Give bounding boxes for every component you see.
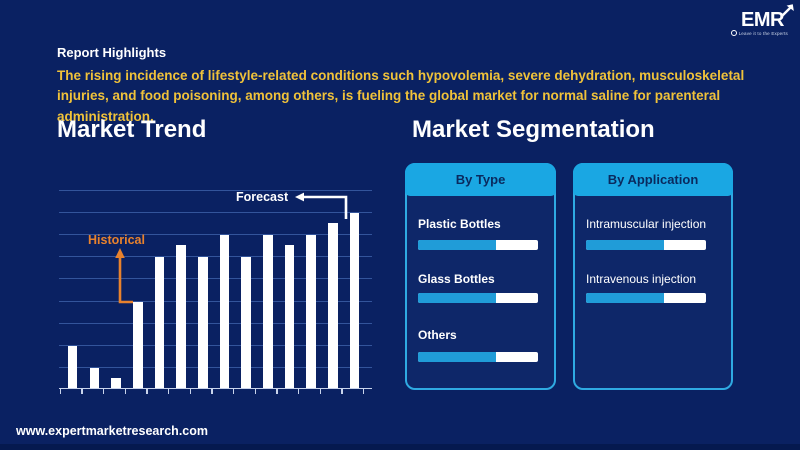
forecast-arrow-icon — [295, 192, 348, 219]
axis-tick — [146, 388, 148, 394]
segment-progress-fill — [418, 240, 496, 250]
axis-tick — [362, 388, 365, 394]
logo-text: EMR — [741, 9, 784, 31]
axis-tick — [232, 388, 235, 394]
trend-chart — [59, 190, 372, 394]
segment-progress-fill — [418, 352, 496, 362]
axis-tick — [211, 388, 213, 394]
trend-bar — [349, 212, 360, 388]
segment-progress-bar — [418, 352, 538, 362]
gridline — [59, 212, 372, 214]
gridline — [59, 344, 372, 346]
gridline — [59, 366, 372, 368]
footer-strip — [0, 444, 800, 450]
report-highlights-body: The rising incidence of lifestyle-relate… — [57, 68, 745, 124]
segment-label: Glass Bottles — [418, 272, 495, 286]
historical-arrow-icon — [115, 248, 133, 304]
axis-tick — [189, 388, 191, 394]
segment-progress-bar — [418, 240, 538, 250]
by-type-header: By Type — [405, 163, 556, 196]
axis-tick — [124, 388, 126, 394]
segment-progress-fill — [418, 293, 496, 303]
by-application-panel: By Application Intramuscular injection I… — [573, 163, 733, 390]
logo-tagline: Leave it to the Experts — [738, 30, 788, 36]
gridline — [59, 256, 372, 258]
axis-tick — [59, 388, 61, 394]
segment-label: Plastic Bottles — [418, 217, 501, 231]
market-trend-title: Market Trend — [57, 116, 207, 143]
axis-tick — [276, 388, 278, 394]
by-application-header: By Application — [573, 163, 733, 196]
trend-bar — [219, 234, 230, 388]
trend-bar — [198, 256, 208, 388]
segment-progress-fill — [586, 240, 664, 250]
axis-tick — [319, 388, 321, 394]
axis-tick — [167, 388, 170, 394]
segment-progress-fill — [586, 293, 664, 303]
trend-bar — [284, 244, 295, 388]
logo-arrow-icon — [780, 4, 794, 18]
footer-website-link[interactable]: www.expertmarketresearch.com — [16, 424, 208, 438]
forecast-label: Forecast — [236, 190, 289, 204]
by-type-panel: By Type Plastic Bottles Glass Bottles Ot… — [405, 163, 556, 390]
axis-tick — [102, 388, 105, 394]
gridline — [59, 322, 372, 324]
segment-progress-bar — [586, 240, 706, 250]
trend-bar — [154, 256, 165, 388]
trend-bar — [263, 234, 273, 388]
trend-bar — [111, 378, 121, 388]
trend-bar — [241, 256, 251, 388]
gridline — [59, 300, 372, 302]
segment-label: Intramuscular injection — [586, 217, 707, 231]
segment-progress-bar — [586, 293, 706, 303]
trend-bar — [133, 302, 143, 388]
axis-tick — [341, 388, 343, 394]
axis-tick — [81, 388, 83, 394]
segment-progress-bar — [418, 293, 538, 303]
segment-label: Others — [418, 328, 457, 342]
report-highlights-title: Report Highlights — [57, 45, 167, 60]
logo-ring-icon — [730, 30, 737, 36]
emr-logo: EMR Leave it to the Experts — [710, 4, 794, 36]
axis-tick — [297, 388, 300, 394]
gridline — [59, 278, 372, 280]
trend-annotation-arrows — [115, 192, 348, 304]
trend-bar — [328, 222, 338, 388]
trend-bar — [306, 234, 316, 388]
trend-axis-ticks — [59, 388, 372, 395]
axis-tick — [254, 388, 256, 394]
segment-label: Intravenous injection — [586, 272, 697, 286]
historical-label: Historical — [88, 233, 145, 247]
trend-bar — [89, 368, 100, 388]
market-segmentation-title: Market Segmentation — [412, 116, 655, 143]
gridline — [59, 234, 372, 236]
trend-bar — [67, 346, 78, 388]
gridline — [59, 190, 372, 191]
trend-bar — [176, 244, 186, 388]
